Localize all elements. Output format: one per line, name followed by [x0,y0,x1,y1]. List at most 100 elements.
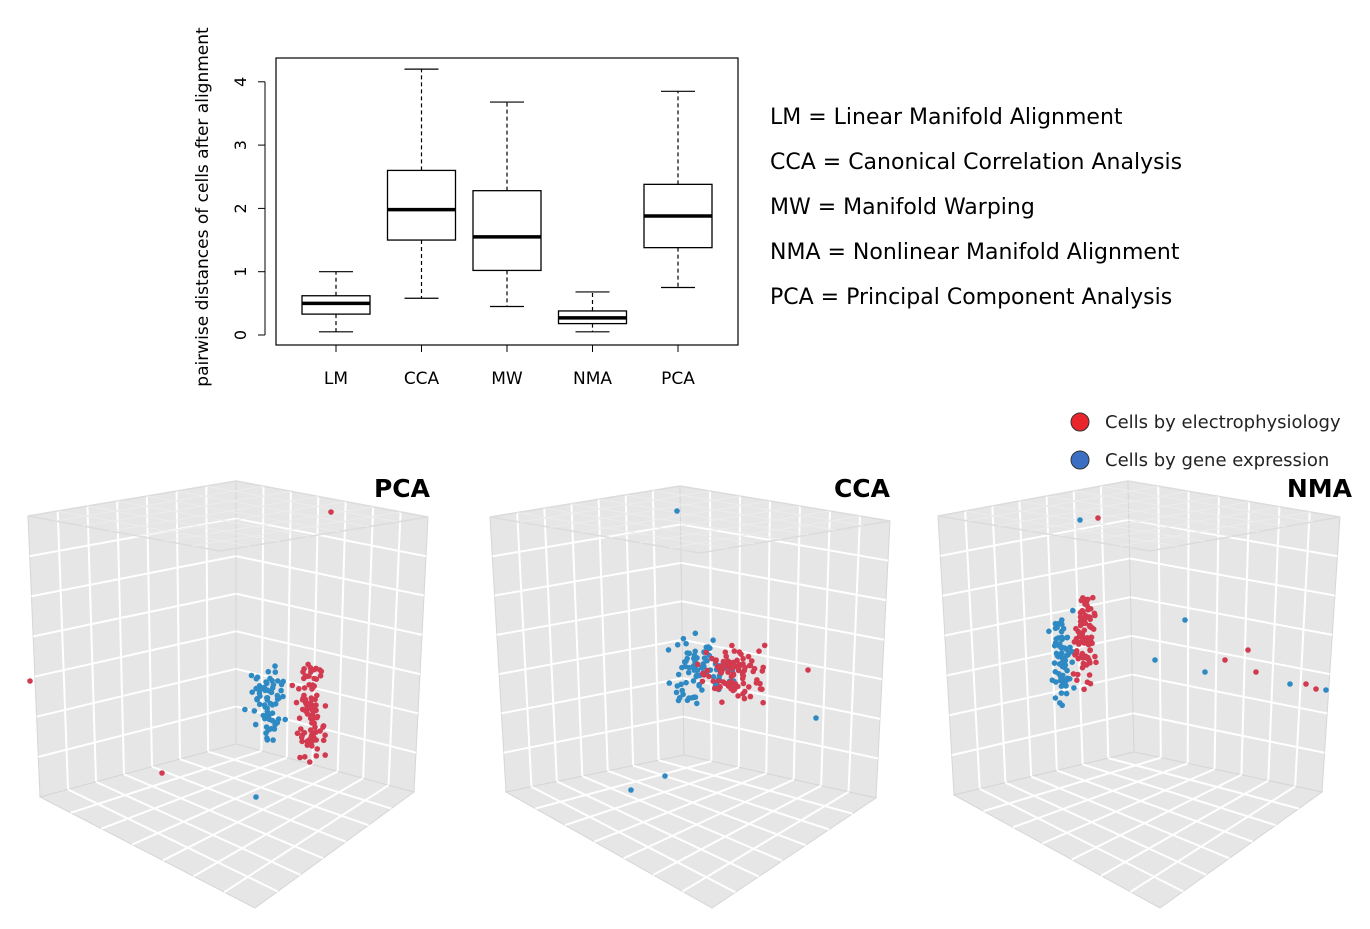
data-point [1069,659,1075,665]
top-grid-line [137,501,346,537]
grid-line [570,503,584,777]
x-axis: LM CCA MW NMA PCA [324,344,695,389]
data-point [745,653,752,660]
data-point [628,787,634,793]
data-point [675,697,682,704]
data-point [1049,677,1056,683]
grid-line [235,517,427,558]
grid-line [597,499,609,771]
grid-line [1128,518,1338,558]
data-point [730,659,737,666]
data-point [297,754,303,761]
top-grid-line [192,511,401,547]
top-grid-line [206,485,399,523]
data-point [813,715,819,721]
data-point [754,677,760,683]
data-point [1202,669,1208,675]
top-grid-line [1073,490,1286,528]
data-point [282,716,289,723]
data-point [757,686,764,692]
data-point [704,667,711,674]
top-grid-line [1100,485,1313,523]
top-back-edge [27,480,429,518]
box-nma [557,291,628,333]
data-point [1074,677,1080,683]
grid-line [223,784,390,893]
grid-line [1130,596,1333,636]
data-point [278,681,285,688]
data-point [1253,669,1259,675]
y-axis-label: pairwise distances of cells after alignm… [193,27,213,387]
top-grid-line [176,490,369,528]
data-point [270,737,276,743]
data-point [308,695,315,701]
grid-line [765,500,771,774]
top-grid-line [965,510,1178,547]
grid-line [34,630,237,678]
grid-line [792,505,801,780]
data-point [304,742,311,748]
legend: Cells by electrophysiology Cells by gene… [1070,412,1341,471]
data-point [1090,594,1096,601]
data-point [322,752,329,758]
data-point [271,726,278,732]
data-point [1059,663,1066,670]
data-point [1087,606,1094,612]
data-point [1070,607,1076,614]
top-grid-line [1119,511,1310,547]
data-point [736,663,743,670]
y-tick-label: 0 [231,330,250,340]
data-point [274,678,281,684]
legend-marker-electrophysiology [1070,412,1090,432]
grid-line [1129,557,1336,597]
grid-line [131,763,313,846]
data-point [1087,680,1094,687]
data-point [272,663,278,669]
data-point [301,666,307,672]
data-point [705,644,711,650]
top-grid-line [117,500,310,537]
data-point [301,685,308,691]
grid-line [623,778,795,860]
data-point [722,649,729,655]
data-point [1093,659,1099,666]
data-point [1052,695,1059,701]
data-point [1056,671,1062,677]
grid-line [942,557,1130,597]
grid-line [564,766,740,827]
point-group [694,642,768,706]
grid-line [847,515,861,792]
data-point [269,710,276,716]
data-point [268,689,275,696]
grid-line [658,759,853,815]
grid-line [681,600,885,641]
data-point [739,669,746,676]
grid-line [235,592,423,636]
data-point [1083,596,1089,603]
data-point [1057,700,1063,706]
top-grid-line [609,505,801,539]
data-point [805,667,811,673]
grid-line [683,715,879,760]
data-point [735,683,741,690]
grid-line [1267,506,1281,781]
data-point [1079,664,1086,671]
data-point [320,737,327,744]
data-point [249,689,255,695]
panel-title-nma: NMA [1287,474,1353,503]
top-back-edge [489,485,891,522]
top-grid-line [992,505,1205,542]
grid-line [1100,779,1269,877]
data-point [699,687,705,693]
grid-line [498,638,683,676]
legend-label-electrophysiology: Cells by electrophysiology [1105,412,1341,433]
grid-line [501,677,684,715]
data-point [317,728,323,734]
data-point [307,736,313,743]
point-group [1046,607,1077,709]
data-point [728,673,735,680]
grid-line [70,749,262,814]
data-point [256,701,263,708]
box-iqr [472,190,542,272]
data-point [294,730,301,737]
